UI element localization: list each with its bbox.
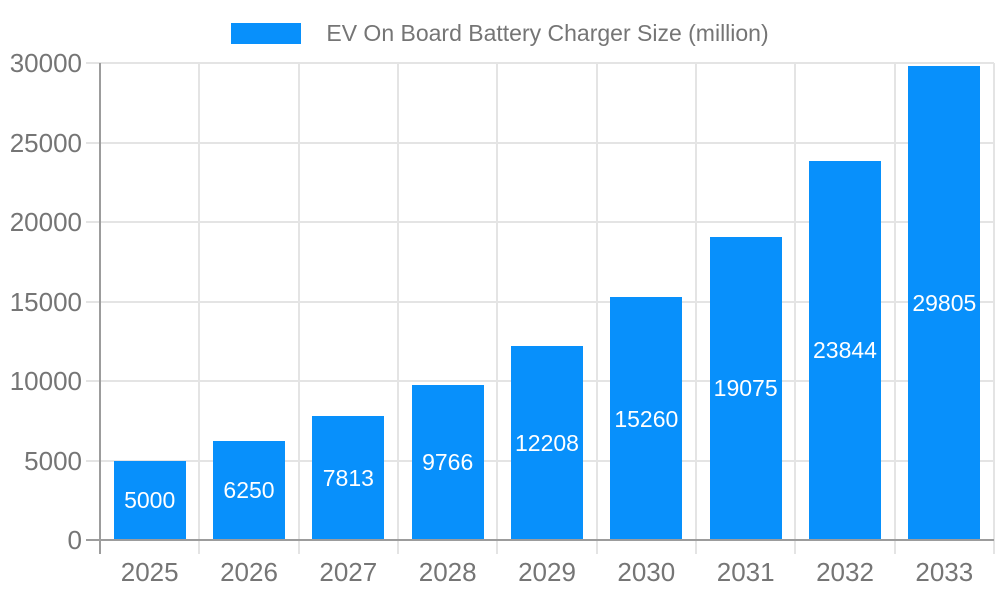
- x-grid-line: [198, 63, 201, 554]
- bar-2025[interactable]: 5000: [113, 460, 186, 540]
- x-tick-label: 2030: [617, 557, 676, 587]
- x-tick-label: 2028: [418, 557, 477, 587]
- y-grid-line: [86, 300, 994, 303]
- x-grid-line: [993, 63, 995, 554]
- x-tick-label: 2026: [220, 557, 278, 587]
- x-tick-label: 2031: [716, 557, 775, 587]
- bar-value-label: 29805: [912, 290, 977, 317]
- bar-value-label: 6250: [223, 477, 275, 504]
- bar-value-label: 5000: [124, 487, 176, 514]
- legend-label: EV On Board Battery Charger Size (millio…: [326, 20, 769, 46]
- bar-2031[interactable]: 19075: [709, 236, 782, 540]
- bar-2032[interactable]: 23844: [808, 160, 881, 540]
- bar-value-label: 12208: [515, 429, 579, 456]
- y-grid-line: [86, 221, 994, 223]
- x-grid-line: [695, 63, 697, 554]
- y-tick-label: 30000: [9, 48, 82, 78]
- x-tick-label: 2033: [915, 557, 974, 587]
- bar-value-label: 15260: [614, 405, 679, 432]
- legend-item[interactable]: EV On Board Battery Charger Size (millio…: [231, 19, 769, 47]
- x-axis-line: [86, 539, 994, 541]
- x-grid-line: [794, 63, 797, 554]
- x-grid-line: [397, 63, 399, 554]
- bar-value-label: 19075: [713, 375, 778, 402]
- bar-value-label: 23844: [813, 337, 877, 364]
- x-grid-line: [893, 63, 896, 554]
- y-tick-label: 15000: [9, 286, 82, 317]
- bar-value-label: 7813: [322, 464, 374, 491]
- x-tick-label: 2025: [120, 557, 179, 587]
- bar-value-label: 9766: [422, 449, 474, 476]
- x-grid-line: [595, 63, 598, 554]
- x-tick-label: 2027: [319, 557, 378, 587]
- bar-2030[interactable]: 15260: [610, 297, 683, 540]
- y-axis-line: [99, 63, 101, 554]
- x-tick-label: 2032: [816, 557, 874, 587]
- bar-2033[interactable]: 29805: [908, 66, 981, 540]
- x-grid-line: [297, 63, 300, 554]
- x-tick-label: 2029: [518, 557, 576, 587]
- x-grid-line: [496, 63, 499, 554]
- y-tick-label: 25000: [9, 127, 82, 158]
- y-grid-line: [86, 141, 994, 144]
- y-tick-label: 0: [67, 525, 82, 555]
- y-tick-label: 10000: [9, 366, 82, 396]
- bar-2028[interactable]: 9766: [411, 384, 484, 540]
- y-tick-label: 20000: [9, 207, 82, 237]
- bar-2029[interactable]: 12208: [510, 345, 583, 540]
- y-tick-label: 5000: [24, 445, 82, 476]
- legend: EV On Board Battery Charger Size (millio…: [0, 18, 1000, 48]
- bar-2026[interactable]: 6250: [212, 440, 285, 540]
- bar-2027[interactable]: 7813: [312, 415, 385, 540]
- y-grid-line: [86, 62, 994, 64]
- legend-swatch: [231, 22, 302, 44]
